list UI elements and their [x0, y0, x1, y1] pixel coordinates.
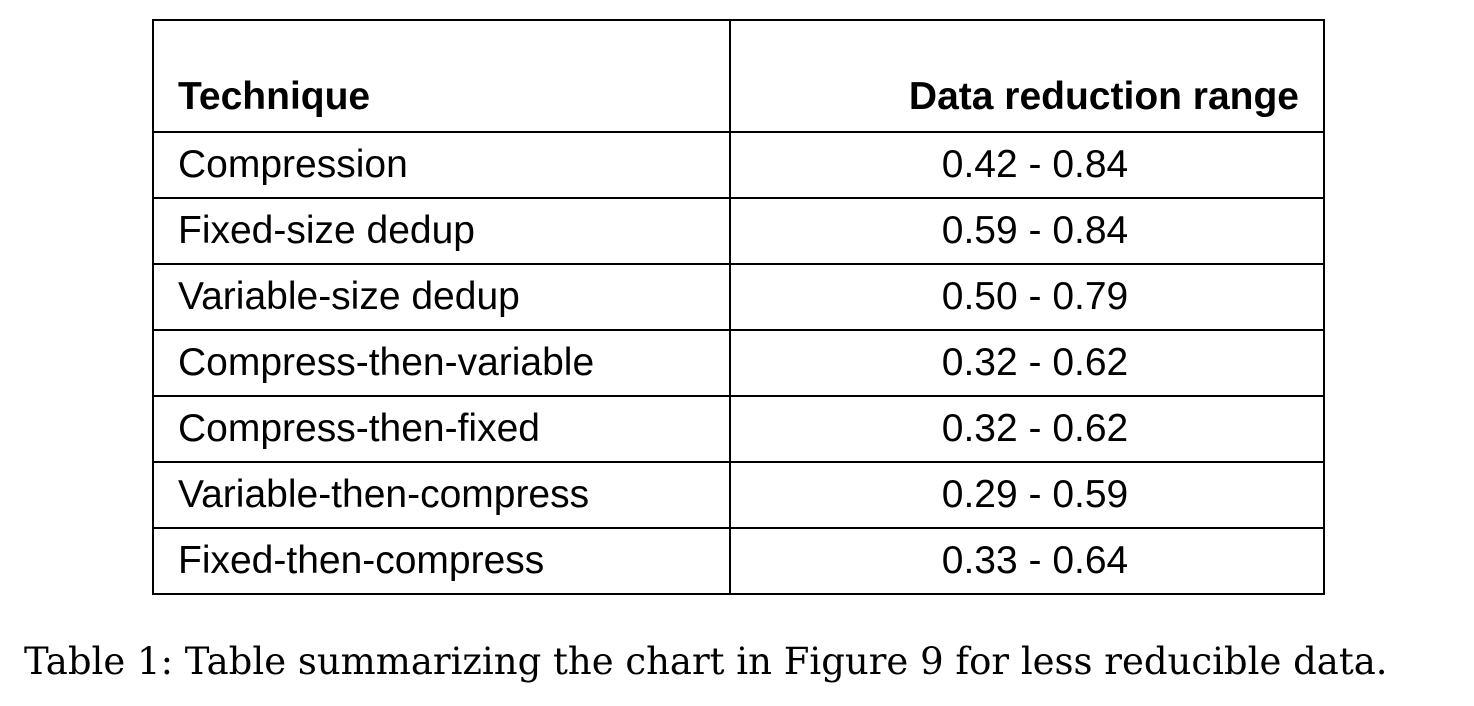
range-cell: 0.32 - 0.62 — [729, 395, 1325, 463]
range-cell: 0.33 - 0.64 — [729, 527, 1325, 595]
table-row: Fixed-then-compress 0.33 - 0.64 — [152, 527, 1325, 595]
table-header-row: Technique Data reduction range — [152, 19, 1325, 133]
range-cell: 0.29 - 0.59 — [729, 461, 1325, 529]
table-caption: Table 1: Table summarizing the chart in … — [24, 640, 1388, 683]
technique-cell: Compression — [152, 131, 731, 199]
table-row: Fixed-size dedup 0.59 - 0.84 — [152, 197, 1325, 265]
column-header-technique: Technique — [152, 19, 731, 133]
table-row: Variable-size dedup 0.50 - 0.79 — [152, 263, 1325, 331]
technique-cell: Variable-size dedup — [152, 263, 731, 331]
technique-cell: Variable-then-compress — [152, 461, 731, 529]
table-row: Compression 0.42 - 0.84 — [152, 131, 1325, 199]
range-cell: 0.50 - 0.79 — [729, 263, 1325, 331]
table-row: Compress-then-fixed 0.32 - 0.62 — [152, 395, 1325, 463]
technique-cell: Compress-then-variable — [152, 329, 731, 397]
technique-cell: Fixed-then-compress — [152, 527, 731, 595]
summary-table-container: Technique Data reduction range Compressi… — [152, 19, 1325, 595]
table-row: Compress-then-variable 0.32 - 0.62 — [152, 329, 1325, 397]
summary-table: Technique Data reduction range Compressi… — [152, 19, 1325, 595]
range-cell: 0.59 - 0.84 — [729, 197, 1325, 265]
technique-cell: Fixed-size dedup — [152, 197, 731, 265]
range-cell: 0.42 - 0.84 — [729, 131, 1325, 199]
technique-cell: Compress-then-fixed — [152, 395, 731, 463]
table-row: Variable-then-compress 0.29 - 0.59 — [152, 461, 1325, 529]
column-header-range: Data reduction range — [729, 19, 1325, 133]
range-cell: 0.32 - 0.62 — [729, 329, 1325, 397]
